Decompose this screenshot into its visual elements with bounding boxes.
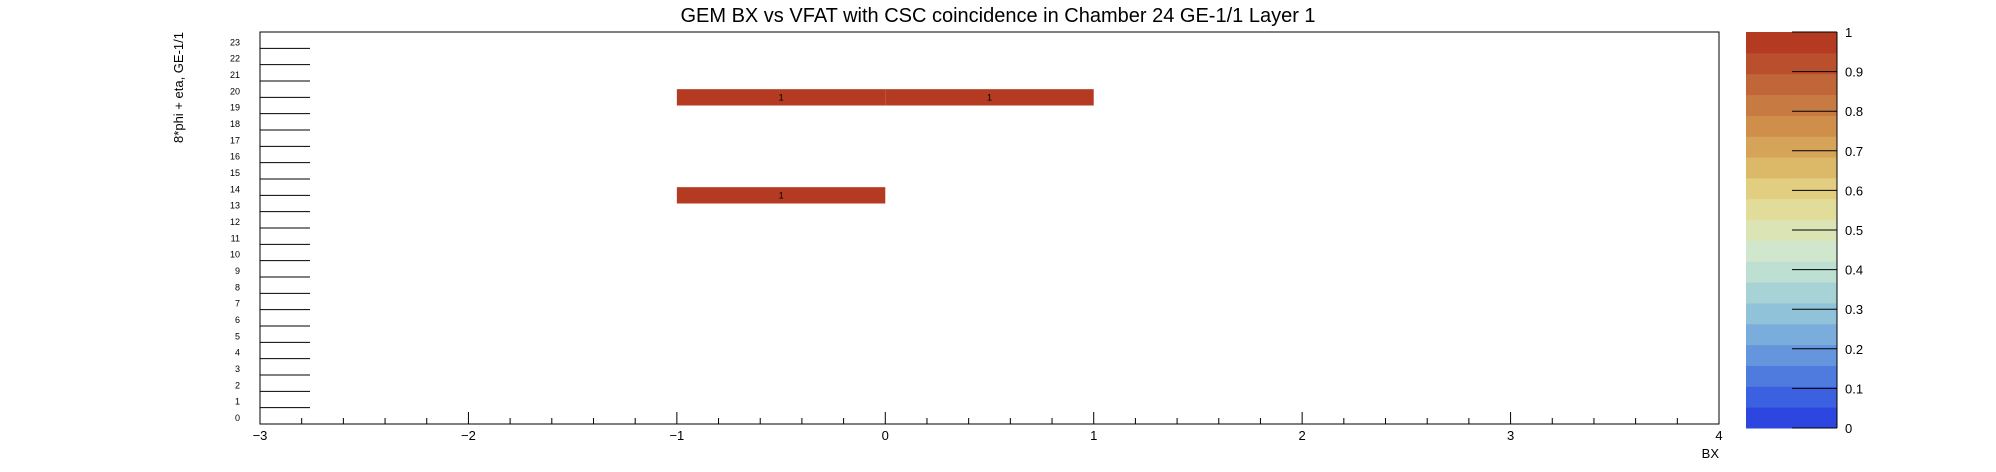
y-tick-label: 7: [235, 299, 240, 309]
color-scale-band: [1746, 386, 1837, 408]
y-tick-label: 18: [230, 119, 240, 129]
y-tick-label: 1: [235, 397, 240, 407]
color-scale-band: [1746, 136, 1837, 158]
x-axis-label: BX: [1702, 446, 1720, 461]
y-tick-label: 14: [230, 184, 240, 194]
color-scale-bar: 0 0.1 0.2 0.3 0.4 0.5 0.6 0.7 0.8 0.9 1: [1746, 25, 1863, 436]
x-tick-label: −2: [461, 428, 476, 443]
x-tick-label: 4: [1715, 428, 1722, 443]
color-scale-band: [1746, 282, 1837, 304]
y-tick-label: 22: [230, 54, 240, 64]
color-scale-band: [1746, 157, 1837, 179]
x-axis: −3 −2 −1 0 1 2 3 4: [253, 412, 1723, 443]
cell-value-label: 1: [987, 92, 992, 102]
y-tick-label: 3: [235, 364, 240, 374]
y-tick-label: 19: [230, 103, 240, 113]
color-scale-tick-label: 0.4: [1845, 263, 1863, 278]
x-tick-label: 3: [1507, 428, 1514, 443]
color-scale-tick-label: 0.9: [1845, 65, 1863, 80]
color-scale-band: [1746, 198, 1837, 221]
color-scale-band: [1746, 115, 1837, 137]
y-tick-label: 17: [230, 135, 240, 145]
y-axis-label: 8*phi + eta, GE-1/1: [171, 32, 186, 143]
color-scale-tick-label: 0: [1845, 421, 1852, 436]
y-tick-label: 20: [230, 86, 240, 96]
y-tick-label: 16: [230, 152, 240, 162]
color-scale-tick-label: 0.7: [1845, 144, 1863, 159]
color-scale-band: [1746, 407, 1837, 429]
color-scale-band: [1746, 177, 1837, 200]
y-tick-label: 13: [230, 201, 240, 211]
heatmap-cells: [676, 89, 1094, 204]
x-tick-label: −1: [669, 428, 684, 443]
color-scale-band: [1746, 302, 1837, 325]
chart-title: GEM BX vs VFAT with CSC coincidence in C…: [680, 5, 1315, 27]
y-tick-label: 11: [231, 233, 240, 243]
y-tick-label: 10: [230, 250, 240, 260]
color-scale-band: [1746, 52, 1837, 75]
y-tick-label: 0: [235, 413, 240, 423]
color-scale-tick-label: 0.8: [1845, 104, 1863, 119]
y-tick-label: 12: [230, 217, 240, 227]
x-tick-label: 1: [1090, 428, 1097, 443]
y-tick-label: 2: [235, 380, 240, 390]
y-tick-label: 4: [235, 348, 240, 358]
y-tick-label: 8: [235, 282, 240, 292]
x-tick-label: 0: [882, 428, 889, 443]
color-scale-band: [1746, 344, 1837, 366]
color-scale-tick-label: 0.6: [1845, 183, 1863, 198]
color-scale-tick-label: 0.1: [1845, 381, 1863, 396]
color-scale-tick-label: 0.3: [1845, 302, 1863, 317]
color-scale-band: [1746, 32, 1837, 54]
heatmap-cell: [676, 187, 886, 204]
color-scale-band: [1746, 261, 1837, 283]
color-scale-tick-label: 1: [1845, 25, 1852, 40]
heatmap-cell: [676, 89, 886, 106]
heatmap-cell: [885, 89, 1094, 106]
y-tick-label: 21: [230, 70, 240, 80]
color-scale-band: [1746, 73, 1837, 96]
y-tick-label: 5: [235, 331, 240, 341]
x-tick-label: −3: [253, 428, 268, 443]
color-scale-band: [1746, 365, 1837, 387]
cell-value-labels: 1 1 1: [779, 92, 992, 200]
y-tick-label: 9: [235, 266, 240, 276]
color-scale-band: [1746, 94, 1837, 116]
color-scale-band: [1746, 219, 1837, 241]
color-scale-band: [1746, 323, 1837, 346]
y-tick-label: 6: [235, 315, 240, 325]
color-scale-band: [1746, 240, 1837, 262]
y-tick-label: 23: [230, 37, 240, 47]
cell-value-label: 1: [779, 92, 784, 102]
y-tick-label: 15: [230, 168, 240, 178]
cell-value-label: 1: [779, 190, 784, 200]
color-scale-tick-label: 0.5: [1845, 223, 1863, 238]
x-tick-label: 2: [1299, 428, 1306, 443]
color-scale-tick-label: 0.2: [1845, 342, 1863, 357]
